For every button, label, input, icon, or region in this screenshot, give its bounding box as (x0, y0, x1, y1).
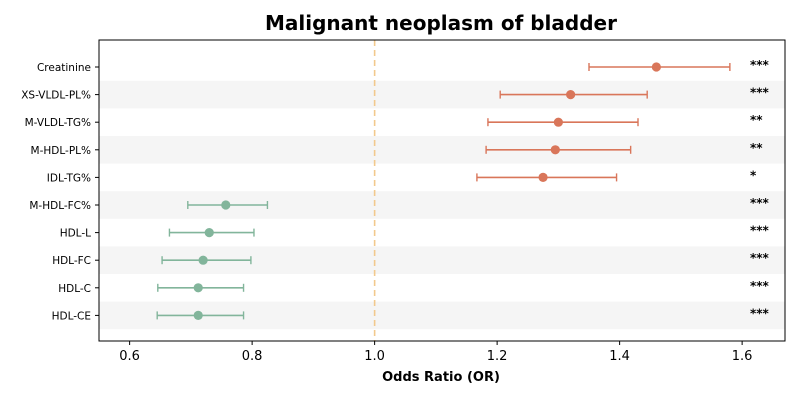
plot-frame (98, 39, 786, 342)
data-rows: Creatinine ***XS-VLDL-PL% ***M-VLDL-TG% **M… (21, 58, 769, 322)
or-point (204, 228, 214, 238)
or-point (193, 310, 203, 320)
row-stripe (99, 136, 785, 164)
forest-row: IDL-TG% * (47, 168, 757, 184)
significance-label: ** (750, 113, 763, 127)
or-point (651, 62, 661, 72)
forest-row: M-VLDL-TG% ** (25, 113, 764, 129)
forest-row: HDL-FC *** (52, 251, 769, 267)
y-tick-label: XS-VLDL-PL% (21, 90, 91, 102)
y-tick-label: HDL-FC (52, 255, 91, 267)
or-point (550, 145, 560, 155)
y-tick-label: M-HDL-FC% (29, 200, 91, 212)
forest-row: M-HDL-PL% ** (31, 141, 764, 157)
chart-title: Malignant neoplasm of bladder (265, 11, 617, 35)
y-tick-label: IDL-TG% (47, 172, 91, 184)
x-tick-label: 1.6 (732, 349, 753, 364)
significance-label: *** (750, 224, 770, 238)
x-tick-label: 1.0 (364, 349, 385, 364)
or-point (566, 90, 576, 100)
y-tick-label: M-VLDL-TG% (25, 117, 91, 129)
forest-row: XS-VLDL-PL% *** (21, 86, 769, 102)
forest-row: Creatinine *** (37, 58, 770, 74)
or-point (553, 117, 563, 127)
or-point (193, 283, 203, 293)
y-tick-label: HDL-L (60, 228, 91, 240)
y-tick-label: HDL-C (58, 283, 91, 295)
x-tick-label: 0.6 (119, 349, 140, 364)
forest-row: M-HDL-FC% *** (29, 196, 769, 212)
y-tick-label: M-HDL-PL% (31, 145, 91, 157)
or-point (538, 172, 548, 182)
or-point (221, 200, 231, 210)
significance-label: * (750, 168, 757, 182)
significance-label: *** (750, 196, 770, 210)
forest-row: HDL-L *** (60, 224, 770, 240)
x-axis-title: Odds Ratio (OR) (382, 370, 500, 385)
forest-row: HDL-CE *** (52, 306, 770, 322)
y-tick-label: Creatinine (37, 62, 91, 74)
significance-label: *** (750, 86, 770, 100)
forest-row: HDL-C *** (58, 279, 769, 295)
significance-label: *** (750, 306, 770, 320)
x-axis: 0.6 0.8 1.0 1.2 1.4 1.6 (119, 341, 752, 364)
x-tick-label: 0.8 (242, 349, 263, 364)
or-point (198, 255, 208, 265)
significance-label: *** (750, 279, 770, 293)
row-stripe (99, 80, 785, 109)
significance-label: *** (750, 58, 770, 72)
significance-label: ** (750, 141, 763, 155)
y-tick-label: HDL-CE (52, 310, 91, 322)
x-tick-label: 1.2 (487, 349, 508, 364)
x-tick-label: 1.4 (609, 349, 630, 364)
significance-label: *** (750, 251, 770, 265)
